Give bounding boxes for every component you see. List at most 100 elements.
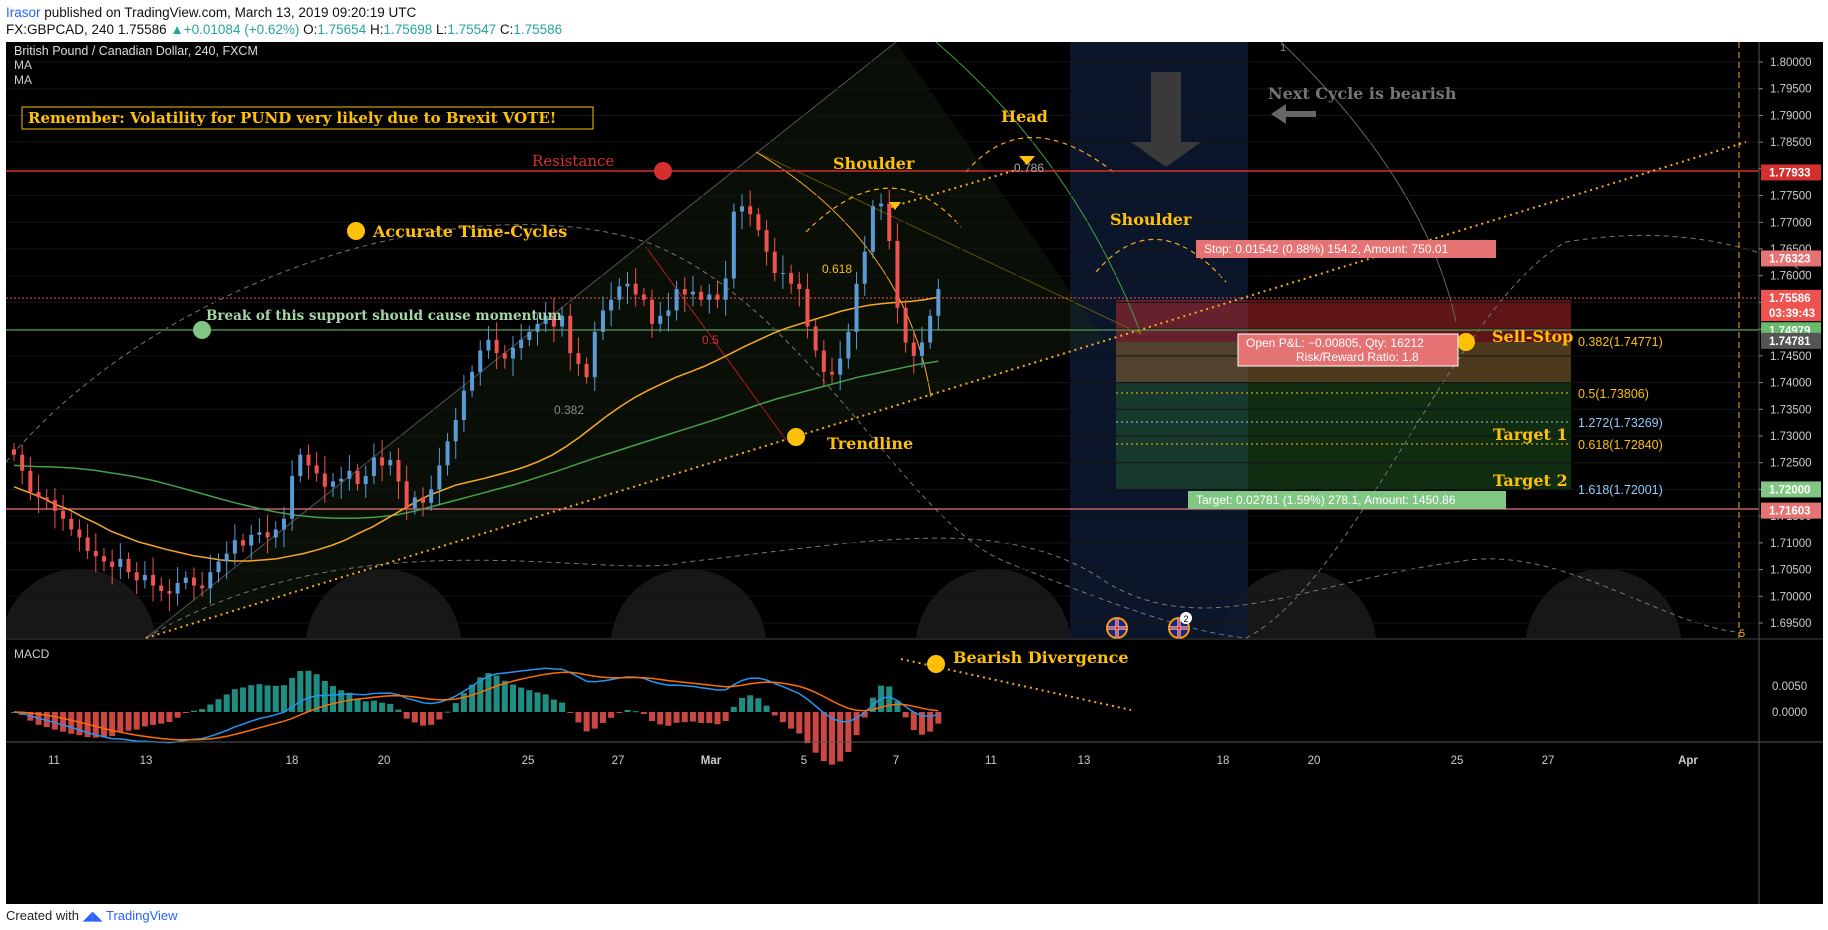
- candle-21: [183, 577, 188, 583]
- candle-69: [576, 353, 581, 364]
- chart-panel[interactable]: British Pound / Canadian Dollar, 240, FX…: [6, 42, 1823, 904]
- close-value: 1.75586: [513, 22, 563, 37]
- macd-tick-1: 0.0000: [1772, 707, 1807, 719]
- candle-87: [723, 278, 728, 300]
- candle-36: [306, 454, 311, 466]
- candle-61: [510, 347, 515, 359]
- macd-bar-57: [477, 677, 484, 712]
- candle-45: [380, 457, 385, 466]
- pnl-info-box[interactable]: [1237, 333, 1459, 367]
- price-badge-0: [1761, 164, 1821, 181]
- candle-112: [928, 315, 933, 343]
- tradingview-logo-icon[interactable]: ◢◣: [82, 908, 103, 923]
- macd-bar-104: [861, 712, 868, 718]
- candle-8: [77, 529, 82, 538]
- candle-32: [273, 529, 278, 538]
- macd-bar-41: [346, 692, 353, 712]
- footer: Created with ◢◣ TradingView: [6, 906, 178, 926]
- macd-bar-10: [92, 712, 99, 738]
- target-info-text: Target: 0.02781 (1.59%) 278.1, Amount: 1…: [1196, 493, 1456, 507]
- candle-94: [780, 273, 785, 275]
- target-info-box[interactable]: [1188, 491, 1506, 509]
- time-tick-15: Apr: [1678, 755, 1698, 767]
- price-chart-svg[interactable]: British Pound / Canadian Dollar, 240, FX…: [6, 42, 1823, 904]
- macd-bar-108: [894, 701, 901, 712]
- candle-37: [314, 465, 319, 474]
- candle-82: [682, 289, 687, 295]
- candle-46: [388, 460, 393, 466]
- ma-slow-line: [13, 360, 939, 520]
- macd-bar-100: [829, 712, 835, 765]
- ma-fast-line: [13, 296, 939, 562]
- candle-103: [854, 283, 859, 332]
- macd-bar-54: [452, 703, 459, 712]
- macd-axis[interactable]: 0.0050 0.0000: [1772, 681, 1807, 719]
- price-badge-6: [1761, 481, 1821, 498]
- candle-100: [830, 371, 834, 375]
- price-badge-2: [1761, 289, 1821, 306]
- macd-bar-61: [509, 684, 516, 712]
- macd-bar-92: [763, 705, 770, 712]
- candle-84: [699, 291, 704, 300]
- candle-26: [224, 553, 229, 562]
- macd-bar-47: [395, 709, 402, 712]
- macd-bar-62: [518, 687, 525, 712]
- macd-bar-36: [305, 670, 312, 712]
- candle-66: [551, 315, 556, 327]
- price-badge-5: [1761, 332, 1821, 349]
- price-tick-14: 1.73000: [1770, 431, 1812, 443]
- time-tick-14: 27: [1542, 755, 1555, 767]
- candle-67: [560, 315, 565, 327]
- level-05: 0.5(1.73806): [1578, 387, 1649, 401]
- candle-109: [903, 307, 908, 343]
- level-1618: 1.618(1.72001): [1578, 483, 1663, 497]
- candle-96: [797, 283, 802, 290]
- macd-bar-25: [215, 699, 222, 712]
- macd-bar-107: [886, 686, 893, 712]
- candle-95: [789, 273, 794, 284]
- tradingview-brand[interactable]: TradingView: [106, 908, 178, 923]
- macd-bar-88: [730, 706, 737, 712]
- remember-text: Remember: Volatility for PUND very likel…: [28, 109, 556, 127]
- macd-histogram: [11, 670, 942, 765]
- candle-65: [543, 315, 548, 324]
- author-link[interactable]: Irasor: [6, 5, 41, 20]
- candle-42: [355, 470, 360, 485]
- macd-bar-69: [575, 712, 582, 723]
- time-tick-5: 27: [612, 755, 625, 767]
- time-cycles-dot: [347, 222, 365, 240]
- stop-info-box[interactable]: [1196, 240, 1496, 258]
- candle-24: [208, 572, 213, 589]
- created-with-text: Created with: [6, 908, 79, 923]
- macd-bar-28: [240, 687, 247, 712]
- pnl-info-line-2: Risk/Reward Ratio: 1.8: [1296, 350, 1419, 364]
- candle-35: [298, 454, 303, 477]
- macd-bar-94: [779, 712, 786, 723]
- candle-6: [61, 510, 66, 519]
- level-0618: 0.618(1.72840): [1578, 438, 1663, 452]
- target-zone: [1116, 342, 1571, 490]
- macd-bar-98: [812, 712, 819, 753]
- macd-bar-65: [542, 694, 549, 712]
- macd-bar-8: [76, 712, 83, 736]
- macd-bar-89: [739, 697, 746, 712]
- price-tick-13: 1.73500: [1770, 404, 1812, 416]
- macd-bar-75: [624, 709, 631, 712]
- target-2-label: Target 2: [1493, 471, 1568, 490]
- macd-bar-32: [272, 685, 279, 712]
- macd-bar-58: [485, 673, 492, 712]
- remember-box: [21, 106, 594, 130]
- fib-0786-label: 0.786: [1014, 161, 1044, 175]
- fib-0382-label: 0.382: [554, 403, 584, 417]
- fib-level-lines: [1116, 392, 1571, 445]
- candle-52: [437, 465, 442, 490]
- macd-bar-16: [141, 712, 148, 727]
- price-grid: [6, 61, 1759, 624]
- candle-89: [740, 206, 745, 212]
- trendline-dot: [787, 428, 805, 446]
- candle-97: [805, 289, 810, 327]
- candle-57: [478, 350, 483, 372]
- time-axis[interactable]: 11 13 18 20 25 27 Mar 5 7 11 13 18 20 25 27 Apr: [48, 755, 1698, 767]
- price-axis[interactable]: 1.800001.795001.790001.785001.780001.775…: [1759, 57, 1812, 630]
- macd-line: [13, 667, 939, 744]
